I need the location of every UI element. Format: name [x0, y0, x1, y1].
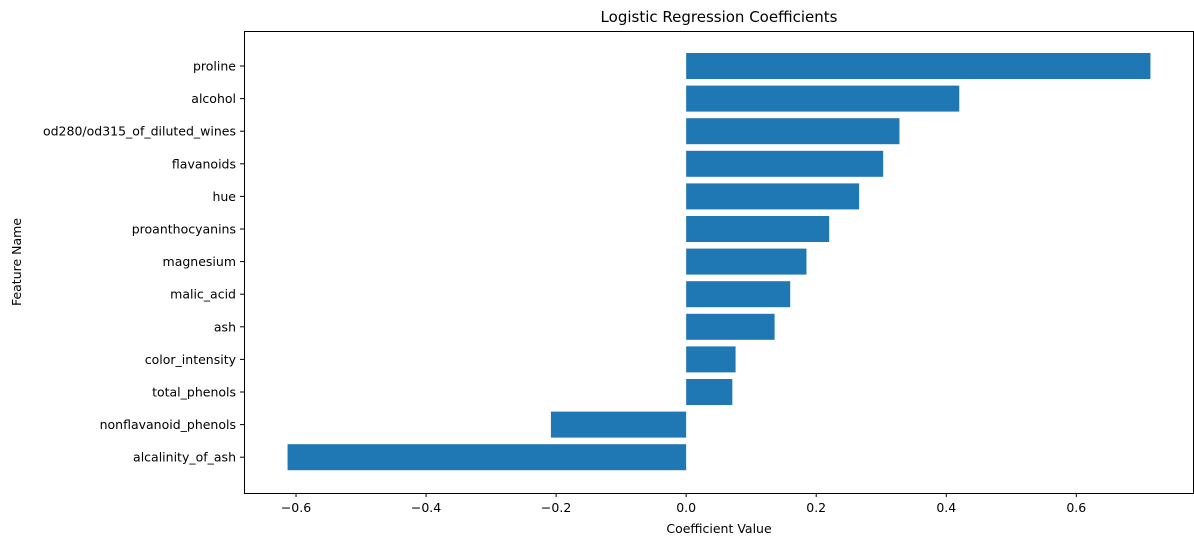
chart-title: Logistic Regression Coefficients [601, 8, 838, 26]
y-tick-label: hue [212, 189, 236, 204]
y-tick-label: nonflavanoid_phenols [100, 417, 236, 432]
bar-malic-acid [686, 281, 791, 308]
bar-proanthocyanins [686, 216, 830, 242]
x-tick-label: −0.2 [541, 500, 571, 515]
bar-hue [686, 183, 860, 210]
bar-od280-od315-of-diluted-wines [686, 118, 900, 145]
y-tick-label: malic_acid [170, 287, 236, 302]
y-tick-label: color_intensity [145, 352, 237, 367]
x-tick-label: −0.4 [411, 500, 441, 515]
x-tick-label: 0.4 [936, 500, 956, 515]
bar-color-intensity [686, 346, 736, 373]
bar-nonflavanoid-phenols [550, 411, 687, 438]
x-tick-label: 0.6 [1066, 500, 1086, 515]
bar-ash [686, 313, 775, 340]
x-tick-label: 0.2 [806, 500, 826, 515]
x-tick-label: −0.6 [281, 500, 311, 515]
y-tick-label: od280/od315_of_diluted_wines [43, 124, 236, 139]
bars-layer [287, 53, 1151, 471]
bar-magnesium [686, 248, 807, 275]
y-tick-label: ash [214, 319, 236, 334]
bar-proline [686, 53, 1151, 79]
bar-alcohol [686, 85, 960, 112]
y-tick-label: alcohol [191, 91, 236, 106]
x-tick-label: 0.0 [676, 500, 696, 515]
x-axis-label: Coefficient Value [666, 521, 772, 536]
y-tick-label: proanthocyanins [132, 222, 236, 237]
y-axis-ticks: proline alcohol od280/od315_of_diluted_win… [43, 59, 244, 465]
bar-alcalinity-of-ash [287, 444, 687, 471]
x-axis-ticks: −0.6 −0.4 −0.2 0.0 0.2 0.4 0.6 [281, 493, 1086, 515]
y-axis-label: Feature Name [9, 218, 24, 306]
y-tick-label: alcalinity_of_ash [133, 450, 236, 465]
bar-flavanoids [686, 150, 884, 177]
bar-total-phenols [686, 379, 733, 405]
y-tick-label: flavanoids [172, 156, 236, 171]
y-tick-label: proline [193, 59, 236, 74]
y-tick-label: magnesium [163, 254, 236, 269]
y-tick-label: total_phenols [152, 385, 236, 400]
